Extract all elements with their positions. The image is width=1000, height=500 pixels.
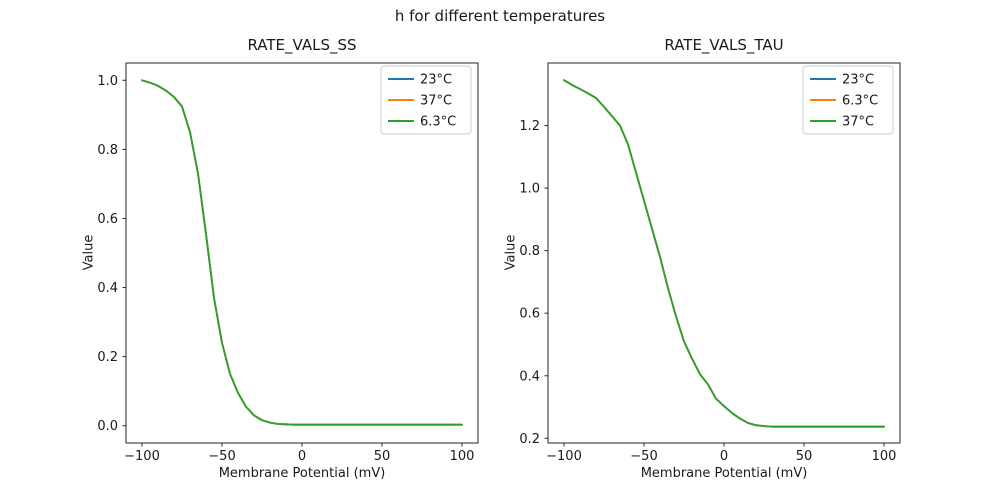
x-tick-label: −100 [546, 449, 582, 464]
x-tick-label: 100 [450, 449, 475, 464]
y-axis-label-tau: Value [503, 234, 519, 271]
axes-rate_vals_tau: −100 −50 0 50 100 0.2 0.4 0.6 0.8 1.0 1.2 23°C 6.3°C… [519, 62, 901, 464]
legend-label: 6.3°C [842, 94, 878, 109]
y-tick-label: 0.2 [97, 350, 118, 365]
y-tick-label: 0.2 [519, 432, 540, 447]
legend-label: 6.3°C [420, 115, 456, 130]
x-tick-label: 50 [796, 449, 813, 464]
axes-rate_vals_ss: −100 −50 0 50 100 0.0 0.2 0.4 0.6 0.8 1.0 23°C 37°C 6… [97, 62, 479, 464]
subplot-title-tau: RATE_VALS_TAU [664, 36, 784, 54]
y-tick-label: 0.4 [97, 281, 118, 296]
x-tick-label: −100 [124, 449, 160, 464]
y-tick-label: 1.0 [519, 182, 540, 197]
legend-box [380, 65, 472, 135]
figure-title: h for different temperatures [394, 7, 606, 25]
x-tick-label: 50 [374, 449, 391, 464]
curve-37°C [563, 79, 885, 428]
legend-label: 23°C [842, 73, 874, 88]
legend-label: 23°C [420, 73, 452, 88]
y-axis-label-ss: Value [81, 234, 97, 271]
x-tick-label: 0 [720, 449, 728, 464]
y-tick-label: 0.8 [97, 143, 118, 158]
subplot-title-ss: RATE_VALS_SS [247, 36, 357, 54]
y-tick-label: 0.0 [97, 419, 118, 434]
axes-frame [125, 62, 479, 444]
x-tick-label: −50 [208, 449, 235, 464]
y-tick-label: 0.6 [97, 212, 118, 227]
y-tick-label: 1.2 [519, 119, 540, 134]
legend-label: 37°C [842, 115, 874, 130]
x-axis-label-tau: Membrane Potential (mV) [640, 466, 808, 481]
x-tick-label: −50 [630, 449, 657, 464]
legend-label: 37°C [420, 94, 452, 109]
x-tick-label: 100 [872, 449, 897, 464]
legend-box [802, 65, 894, 135]
x-tick-label: 0 [298, 449, 306, 464]
axes-frame [547, 62, 901, 444]
y-tick-label: 1.0 [97, 74, 118, 89]
y-tick-label: 0.4 [519, 369, 540, 384]
curve-6.3°C [141, 79, 463, 426]
x-axis-label-ss: Membrane Potential (mV) [218, 466, 386, 481]
y-tick-label: 0.6 [519, 307, 540, 322]
y-tick-label: 0.8 [519, 244, 540, 259]
